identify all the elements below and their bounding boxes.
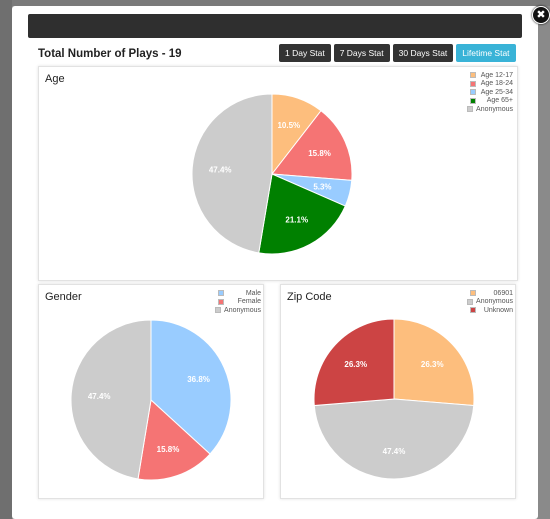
page-backdrop-top	[12, 0, 550, 6]
gender-legend: Male Female Anonymous	[215, 289, 261, 315]
age-slice-3	[258, 173, 346, 255]
zip-legend-label: 06901	[493, 289, 513, 297]
zip-legend-item: Anonymous	[467, 298, 513, 307]
stat-range-buttons: 1 Day Stat 7 Days Stat 30 Days Stat Life…	[279, 44, 516, 62]
thirty-days-stat-button[interactable]: 30 Days Stat	[392, 44, 454, 62]
zip-legend: 06901 Anonymous Unknown	[467, 289, 513, 315]
gender-legend-swatch	[218, 298, 224, 305]
age-slice-1	[271, 110, 353, 181]
gender-slice-0	[150, 319, 232, 455]
total-plays-title: Total Number of Plays - 19	[38, 48, 182, 60]
zip-slice-1	[313, 398, 475, 480]
age-legend-swatch	[470, 80, 476, 87]
age-slice-label-3: 21.1%	[285, 216, 308, 225]
gender-legend-item: Female	[215, 298, 261, 307]
age-legend-label: Age 12-17	[480, 71, 513, 79]
age-legend: Age 12-17 Age 18-24 Age 25-34 Age 65+ Anonym…	[467, 71, 513, 114]
age-panel-title: Age	[45, 73, 65, 85]
gender-legend-label: Male	[245, 289, 261, 297]
age-legend-swatch	[470, 72, 476, 79]
gender-panel-title: Gender	[45, 291, 82, 303]
gender-legend-label: Anonymous	[224, 306, 261, 314]
gender-legend-item: Male	[215, 289, 261, 298]
gender-slice-label-0: 36.8%	[187, 375, 210, 384]
age-panel: Age Age 12-17 Age 18-24 Age 25-34 Age 65+ An…	[38, 66, 518, 281]
age-slice-label-1: 15.8%	[308, 149, 331, 158]
gender-slice-1	[137, 399, 211, 481]
age-legend-item: Age 65+	[467, 97, 513, 106]
zip-legend-label: Unknown	[483, 306, 513, 314]
age-legend-item: Age 25-34	[467, 88, 513, 97]
gender-legend-swatch	[215, 307, 222, 314]
gender-legend-swatch	[218, 290, 224, 297]
page-backdrop-left	[0, 0, 12, 519]
gender-slice-2	[70, 319, 152, 480]
age-slice-label-4: 47.4%	[209, 166, 232, 175]
zip-pie-chart: 26.3% 47.4% 26.3%	[313, 318, 475, 480]
zip-panel: Zip Code 06901 Anonymous Unknown 26.3% 47.4…	[280, 284, 516, 499]
zip-slice-label-1: 47.4%	[383, 447, 406, 456]
age-legend-item: Age 12-17	[467, 71, 513, 80]
lifetime-stat-button[interactable]: Lifetime Stat	[456, 44, 516, 62]
zip-legend-swatch	[470, 307, 476, 314]
gender-slice-label-1: 15.8%	[157, 445, 180, 454]
age-legend-item: Age 18-24	[467, 80, 513, 89]
zip-slice-label-2: 26.3%	[344, 360, 367, 369]
age-slice-label-0: 10.5%	[277, 121, 300, 130]
seven-days-stat-button[interactable]: 7 Days Stat	[333, 44, 390, 62]
zip-legend-swatch	[467, 298, 474, 305]
age-slice-label-2: 5.3%	[313, 183, 331, 192]
gender-legend-label: Female	[237, 298, 261, 306]
zip-legend-label: Anonymous	[476, 298, 513, 306]
age-legend-item: Anonymous	[467, 105, 513, 114]
age-legend-label: Anonymous	[476, 105, 513, 113]
age-legend-swatch	[470, 97, 476, 104]
zip-legend-item: Unknown	[467, 306, 513, 315]
zip-slice-0	[393, 318, 475, 407]
modal-header-bar	[28, 14, 522, 38]
zip-panel-title: Zip Code	[287, 291, 332, 303]
age-legend-label: Age 25-34	[480, 88, 513, 96]
age-legend-label: Age 18-24	[480, 80, 513, 88]
gender-legend-item: Anonymous	[215, 306, 261, 315]
gender-pie-chart: 36.8% 15.8% 47.4%	[70, 319, 232, 481]
gender-slice-label-2: 47.4%	[88, 392, 111, 401]
age-legend-label: Age 65+	[486, 97, 513, 105]
stats-modal: Total Number of Plays - 19 1 Day Stat 7 …	[12, 6, 550, 519]
one-day-stat-button[interactable]: 1 Day Stat	[279, 44, 331, 62]
age-slice-4	[191, 93, 273, 254]
zip-slice-2	[313, 318, 395, 407]
zip-slice-label-0: 26.3%	[421, 360, 444, 369]
zip-legend-swatch	[470, 290, 476, 297]
gender-panel: Gender Male Female Anonymous 36.8% 15.8% 47.…	[38, 284, 264, 499]
close-icon[interactable]: ✖	[532, 6, 550, 24]
age-pie-chart: 10.5% 15.8% 5.3% 21.1% 47.4%	[191, 93, 353, 255]
age-legend-swatch	[470, 89, 476, 96]
age-legend-swatch	[467, 106, 474, 113]
zip-legend-item: 06901	[467, 289, 513, 298]
